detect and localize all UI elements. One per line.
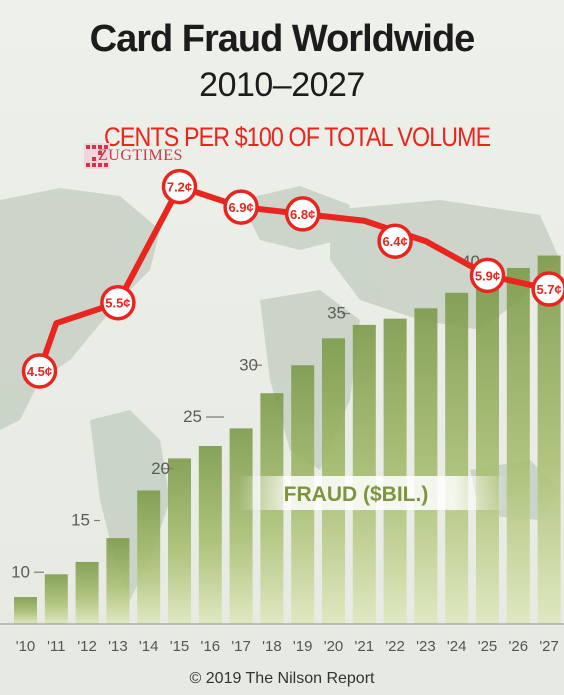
- x-tick-label: '11: [47, 638, 65, 655]
- x-tick-label: '24: [447, 638, 467, 655]
- fraud-bar: [168, 458, 191, 624]
- y-tick-label: 35: [327, 304, 346, 323]
- fraud-bar: [14, 597, 37, 624]
- x-tick-label: '15: [170, 638, 190, 655]
- y-tick-label: 20: [151, 459, 170, 478]
- x-tick-label: '12: [77, 638, 97, 655]
- cents-point-marker: [223, 189, 259, 225]
- y-tick-label: 25: [183, 407, 202, 426]
- fraud-bar: [106, 538, 130, 624]
- fraud-bar: [383, 318, 407, 624]
- x-tick-label: '22: [385, 638, 405, 655]
- y-tick-label: 10: [11, 562, 30, 581]
- cents-point-label: 5.5¢: [105, 296, 130, 311]
- cents-point-label: 5.9¢: [475, 268, 500, 283]
- x-tick-label: '14: [139, 638, 159, 655]
- x-tick-label: '13: [108, 638, 128, 655]
- cents-point-marker: [21, 353, 58, 389]
- watermark: ZUGTIMES: [84, 143, 224, 173]
- y-tick-label: 15: [71, 511, 90, 530]
- watermark-logo-icon: [84, 143, 110, 169]
- line-series-label: CENTS PER $100 OF TOTAL VOLUME: [104, 122, 491, 152]
- x-tick-label: '26: [509, 638, 529, 655]
- fraud-bar: [137, 490, 161, 624]
- map-north-america: [0, 188, 160, 430]
- cents-point-label: 7.2¢: [167, 180, 192, 195]
- cents-point-marker: [377, 223, 413, 259]
- fraud-bar: [414, 308, 438, 624]
- chart-title: Card Fraud Worldwide: [89, 18, 476, 60]
- watermark-text: ZUGTIMES: [98, 147, 183, 164]
- cents-line: [36, 183, 553, 374]
- x-tick-label: '23: [416, 638, 436, 655]
- fraud-bar: [44, 574, 68, 624]
- x-tick-label: '19: [293, 638, 313, 655]
- cents-point-label: 5.7¢: [536, 282, 561, 297]
- copyright-footer: © 2019 The Nilson Report: [189, 670, 375, 687]
- cents-point-marker: [284, 196, 321, 232]
- x-tick-label: '18: [262, 638, 282, 655]
- x-tick-label: '16: [201, 638, 221, 655]
- fraud-bar: [476, 284, 499, 624]
- cents-point-marker: [100, 284, 136, 321]
- cents-point-marker: [161, 168, 198, 205]
- fraud-bar: [352, 324, 376, 624]
- cents-point-label: 6.9¢: [228, 200, 253, 215]
- y-tick-label: 30: [239, 355, 258, 374]
- cents-point-label: 6.8¢: [290, 207, 315, 222]
- fraud-bar: [75, 561, 99, 624]
- bar-series-label: FRAUD ($BIL.): [284, 483, 429, 506]
- fraud-bar: [229, 428, 253, 624]
- cents-point-label: 4.5¢: [27, 364, 52, 379]
- cents-point-label: 6.4¢: [382, 234, 407, 249]
- x-tick-label: '17: [231, 638, 251, 655]
- fraud-bar: [506, 267, 530, 624]
- fraud-bar: [445, 292, 469, 624]
- cents-point-marker: [469, 257, 506, 294]
- x-tick-label: '20: [324, 638, 344, 655]
- x-tick-label: '10: [16, 638, 36, 655]
- fraud-bar: [198, 445, 222, 624]
- x-tick-label: '27: [539, 638, 559, 655]
- cents-point-marker: [531, 271, 564, 307]
- chart-subtitle: 2010–2027: [199, 66, 365, 104]
- x-tick-label: '25: [478, 638, 498, 655]
- fraud-bar: [537, 255, 561, 625]
- fraud-label-band: [238, 476, 508, 510]
- x-tick-label: '21: [355, 638, 375, 655]
